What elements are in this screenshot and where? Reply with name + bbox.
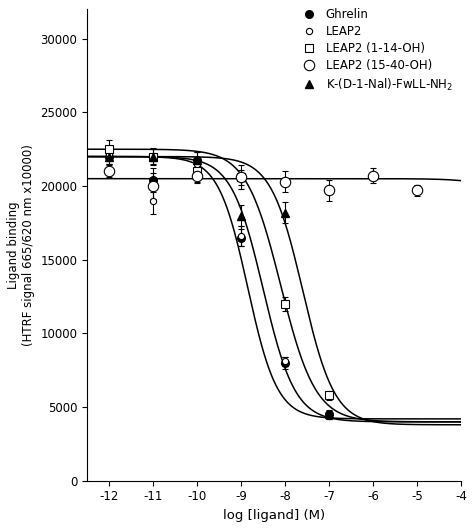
Legend: Ghrelin, LEAP2, LEAP2 (1-14-OH), LEAP2 (15-40-OH), K-(D-1-Nal)-FwLL-NH$_2$: Ghrelin, LEAP2, LEAP2 (1-14-OH), LEAP2 (…: [295, 6, 455, 95]
Y-axis label: Ligand binding
(HTRF signal 665/620 nm x10000): Ligand binding (HTRF signal 665/620 nm x…: [7, 144, 35, 346]
X-axis label: log [ligand] (M): log [ligand] (M): [223, 509, 325, 522]
